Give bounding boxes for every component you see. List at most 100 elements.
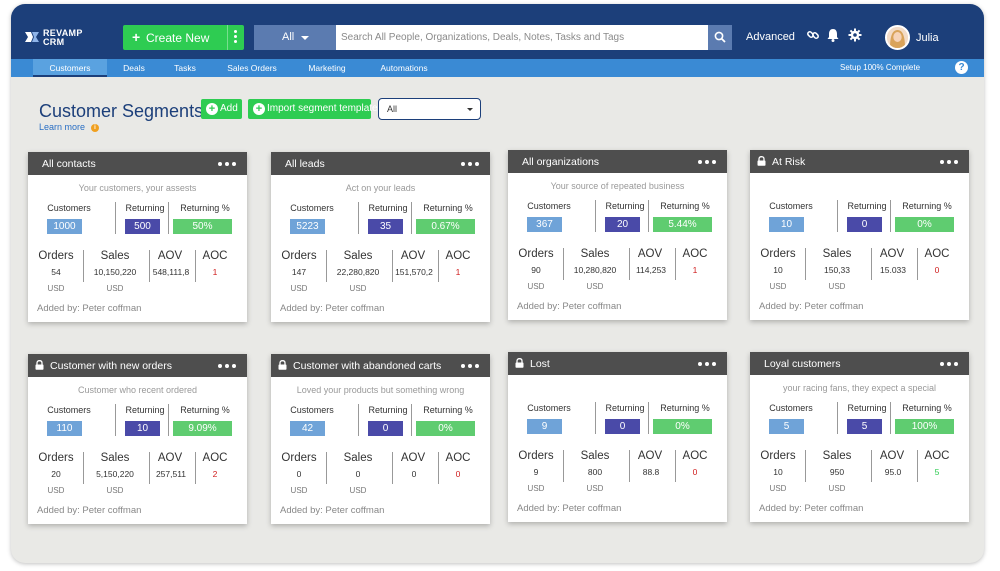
segment-tagline: Your customers, your assests: [78, 183, 197, 193]
add-segment-button[interactable]: + Add: [201, 99, 242, 119]
more-options-icon[interactable]: [461, 162, 481, 166]
segment-card-header[interactable]: Lost: [508, 352, 727, 375]
create-new-button[interactable]: + Create New: [123, 25, 244, 50]
plus-circle-icon: +: [253, 103, 265, 115]
orders-label: Orders: [281, 250, 317, 262]
returning-pct-badge[interactable]: 0.67%: [416, 219, 475, 234]
create-new-divider: [227, 25, 228, 50]
segment-card-header[interactable]: At Risk: [750, 150, 969, 173]
user-name[interactable]: Julia: [916, 32, 939, 44]
segment-card-header[interactable]: Loyal customers: [750, 352, 969, 375]
aoc-value: 0: [692, 467, 698, 477]
more-options-icon[interactable]: [234, 30, 238, 45]
logo-mark-icon: [25, 32, 39, 42]
segment-card-header[interactable]: All leads: [271, 152, 490, 175]
returning-pct-badge[interactable]: 5.44%: [653, 217, 712, 232]
more-options-icon[interactable]: [218, 364, 238, 368]
segment-card-at-risk[interactable]: At Risk Customers Returning Returning % 10 0 0…: [750, 150, 969, 320]
bell-icon[interactable]: [826, 28, 840, 42]
aoc-label: AOC: [202, 250, 228, 262]
avatar[interactable]: [885, 25, 910, 50]
segment-card-loyal-customers[interactable]: Loyal customers your racing fans, they ex…: [750, 352, 969, 522]
more-options-icon[interactable]: [461, 364, 481, 368]
segment-card-header[interactable]: Customer with abandoned carts: [271, 354, 490, 377]
link-icon[interactable]: [806, 28, 820, 42]
learn-more-link[interactable]: Learn more: [39, 122, 86, 132]
returning-count-badge[interactable]: 500: [125, 219, 160, 234]
customers-count-badge[interactable]: 9: [527, 419, 562, 434]
segment-filter-select[interactable]: All: [378, 98, 481, 120]
segment-card-customer-with-abandoned-carts[interactable]: Customer with abandoned carts Loved your …: [271, 354, 490, 524]
aov-label: AOV: [400, 250, 426, 262]
customers-label: Customers: [290, 203, 334, 213]
more-options-icon[interactable]: [940, 362, 960, 366]
nav-item-tasks[interactable]: Tasks: [174, 63, 196, 73]
segment-card-header[interactable]: All contacts: [28, 152, 247, 175]
lock-icon: [515, 358, 524, 368]
customers-count-badge[interactable]: 110: [47, 421, 82, 436]
customers-count-badge[interactable]: 5: [769, 419, 804, 434]
segment-card-all-leads[interactable]: All leads Act on your leads Customers Retur…: [271, 152, 490, 322]
customers-count-badge[interactable]: 1000: [47, 219, 82, 234]
segment-card-all-organizations[interactable]: All organizations Your source of repeated…: [508, 150, 727, 320]
customers-count-badge[interactable]: 367: [527, 217, 562, 232]
metric-divider: [168, 404, 169, 436]
top-bar: REVAMP CRM + Create New All Advanced: [11, 4, 984, 59]
sales-unit: USD: [106, 284, 124, 293]
returning-pct-badge[interactable]: 100%: [895, 419, 954, 434]
returning-pct-badge[interactable]: 0%: [416, 421, 475, 436]
returning-label: Returning: [125, 203, 165, 213]
stat-divider: [438, 250, 439, 282]
returning-pct-badge[interactable]: 9.09%: [173, 421, 232, 436]
returning-count-badge[interactable]: 0: [605, 419, 640, 434]
setup-progress-text[interactable]: Setup 100% Complete: [840, 63, 921, 72]
sales-unit: USD: [828, 282, 846, 291]
more-options-icon[interactable]: [940, 160, 960, 164]
customers-count-badge[interactable]: 42: [290, 421, 325, 436]
returning-pct-badge[interactable]: 0%: [895, 217, 954, 232]
nav-item-sales-orders[interactable]: Sales Orders: [227, 63, 277, 73]
segment-card-customer-with-new-orders[interactable]: Customer with new orders Customer who rec…: [28, 354, 247, 524]
returning-pct-badge[interactable]: 50%: [173, 219, 232, 234]
returning-count-badge[interactable]: 0: [368, 421, 403, 436]
aoc-label: AOC: [924, 248, 950, 260]
returning-count-badge[interactable]: 35: [368, 219, 403, 234]
help-icon[interactable]: ?: [955, 61, 968, 74]
customers-count-badge[interactable]: 5223: [290, 219, 325, 234]
nav-item-customers[interactable]: Customers: [33, 59, 107, 77]
customers-label: Customers: [769, 201, 813, 211]
sales-label: Sales: [343, 250, 373, 262]
stat-divider: [195, 452, 196, 484]
nav-item-marketing[interactable]: Marketing: [308, 63, 346, 73]
search-button[interactable]: [708, 25, 732, 50]
returning-pct-badge[interactable]: 0%: [653, 419, 712, 434]
stat-divider: [438, 452, 439, 484]
search-category-select[interactable]: All: [254, 25, 336, 50]
returning-label: Returning: [847, 403, 887, 413]
more-options-icon[interactable]: [698, 362, 718, 366]
customers-count-badge[interactable]: 10: [769, 217, 804, 232]
logo[interactable]: REVAMP CRM: [24, 28, 94, 48]
plus-icon: +: [132, 29, 141, 45]
aoc-value: 2: [212, 469, 218, 479]
nav-item-automations[interactable]: Automations: [380, 63, 428, 73]
returning-count-badge[interactable]: 5: [847, 419, 882, 434]
more-options-icon[interactable]: [698, 160, 718, 164]
gear-icon[interactable]: [848, 28, 862, 42]
more-options-icon[interactable]: [218, 162, 238, 166]
returning-count-badge[interactable]: 20: [605, 217, 640, 232]
advanced-search-link[interactable]: Advanced: [746, 31, 795, 43]
segment-card-header[interactable]: All organizations: [508, 150, 727, 173]
segment-card-header[interactable]: Customer with new orders: [28, 354, 247, 377]
search-input[interactable]: [336, 25, 708, 50]
returning-count-badge[interactable]: 0: [847, 217, 882, 232]
segment-card-all-contacts[interactable]: All contacts Your customers, your assests…: [28, 152, 247, 322]
segment-card-lost[interactable]: Lost Customers Returning Returning % 9 0 0% Ord…: [508, 352, 727, 522]
metric-divider: [115, 404, 116, 436]
import-template-button[interactable]: + Import segment template: [248, 99, 378, 119]
returning-count-badge[interactable]: 10: [125, 421, 160, 436]
orders-unit: USD: [769, 484, 787, 493]
metric-divider: [411, 404, 412, 436]
nav-item-deals[interactable]: Deals: [123, 63, 145, 73]
info-icon[interactable]: i: [91, 124, 99, 132]
